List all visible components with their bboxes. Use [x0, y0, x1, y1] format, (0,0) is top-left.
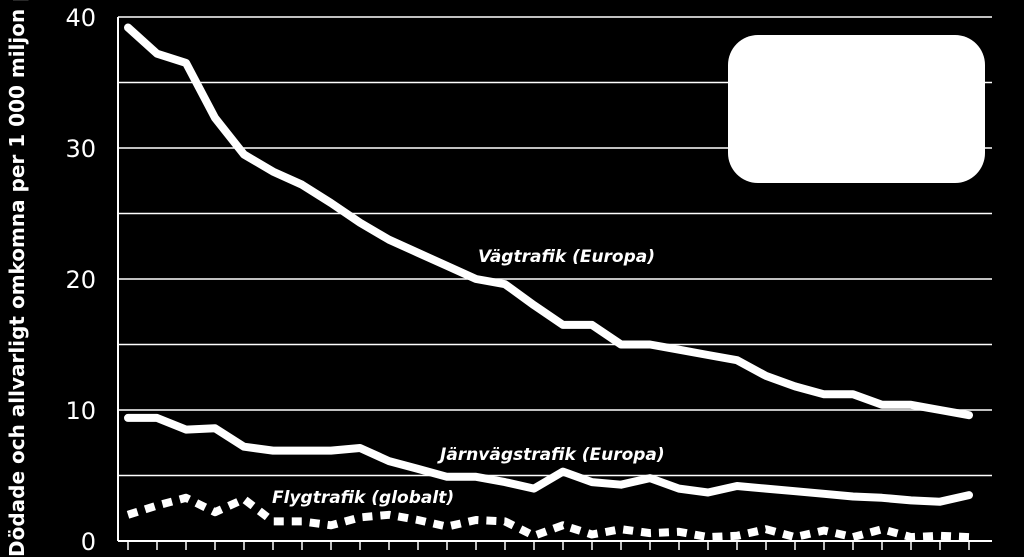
series-lines	[124, 23, 973, 542]
series-label-vagtrafik: Vägtrafik (Europa)	[478, 247, 655, 267]
y-tick-label: 20	[65, 266, 96, 294]
data-point	[244, 499, 245, 500]
data-point	[447, 526, 448, 527]
data-point	[708, 537, 709, 538]
x-axis-ticks	[127, 541, 970, 550]
y-tick-label: 30	[65, 135, 96, 163]
data-point	[157, 505, 158, 506]
y-axis-label: Dödade och allvarligt omkomna per 1 000 …	[5, 0, 29, 557]
gridlines	[118, 16, 992, 477]
series-label-flygtrafik: Flygtrafik (globalt)	[272, 488, 454, 508]
legend-box	[728, 35, 985, 183]
series-line-2	[126, 493, 970, 542]
data-point	[795, 537, 796, 538]
data-point	[273, 521, 274, 522]
y-tick-label: 10	[65, 397, 96, 425]
data-point	[360, 517, 361, 518]
y-tick-label: 0	[81, 528, 96, 556]
data-point	[621, 529, 622, 530]
data-point	[882, 529, 883, 530]
y-tick-labels: 0 10 20 30 40	[65, 4, 96, 556]
y-tick-label: 40	[65, 4, 96, 32]
series-label-jarnvagstrafik: Järnvägstrafik (Europa)	[437, 445, 665, 465]
series-line-0	[124, 23, 973, 420]
data-point	[534, 535, 535, 536]
data-point	[940, 535, 941, 536]
series-line-1	[124, 413, 973, 506]
